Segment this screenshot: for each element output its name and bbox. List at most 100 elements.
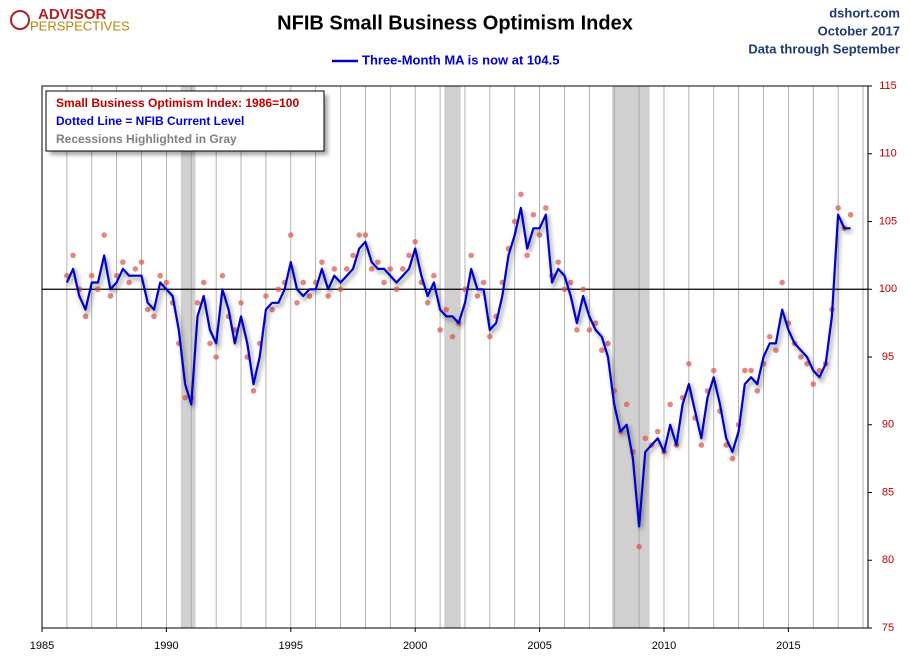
data-point [686,360,692,367]
data-point [319,259,325,265]
plot-frame [41,85,869,629]
data-point [343,266,350,272]
recession-band [612,86,650,628]
data-point [810,381,817,387]
data-point [437,327,443,333]
data-point [362,232,369,238]
data-point [543,205,549,211]
data-point [773,347,779,354]
data-point [742,367,748,374]
x-tick-label: 2000 [403,640,427,652]
data-point [200,279,207,286]
data-point [667,401,674,408]
data-point [219,272,226,279]
x-tick-label: 1990 [154,640,178,652]
recession-band [180,86,196,628]
series-line [65,206,851,528]
data-point [287,232,294,238]
data-point [835,205,841,211]
data-point [468,252,474,259]
source: October 2017 [818,23,900,38]
data-point [194,300,201,306]
y-tick-label: 75 [882,622,894,634]
y-tick-label: 80 [882,554,894,566]
data-point [294,300,300,306]
data-point [530,211,537,218]
data-point [182,394,188,401]
data-point [375,259,381,265]
annotation-box: Small Business Optimism Index: 1986=100 … [45,90,328,155]
chart-title: NFIB Small Business Optimism Index [277,12,633,34]
data-point [163,279,170,286]
annotation: Small Business Optimism Index: 1986=100 [56,96,299,110]
data-point [766,333,773,340]
data-point [536,232,543,238]
data-point [381,279,387,286]
data-point [511,218,518,225]
data-point [561,286,568,293]
data-point [754,388,761,394]
data-point [399,266,406,272]
data-point [480,279,487,286]
source: dshort.com [829,5,900,20]
data-point [524,252,530,259]
data-point [387,266,394,272]
data-point [126,279,132,286]
data-point [132,266,139,272]
data-point [518,191,524,198]
data-point [798,354,804,360]
data-point [238,300,244,306]
data-point [698,442,705,448]
data-point [250,388,257,394]
annotation: Dotted Line = NFIB Current Level [56,114,244,128]
data-point [151,313,157,320]
y-tick-label: 110 [879,148,897,160]
data-point [586,327,593,333]
data-point [748,367,754,374]
data-point [88,272,95,279]
data-point [623,401,630,408]
x-tick-label: 1985 [30,640,54,652]
data-point [331,266,338,272]
data-point [642,435,649,442]
logo: PERSPECTIVES [30,18,130,33]
data-point [356,232,363,238]
legend-label: Three-Month MA is now at 104.5 [362,52,559,67]
data-point [412,239,418,245]
plot-area: 1985 1990 1995 2000 2005 2010 2015 75 80 85 90 95 10… [30,80,897,652]
source: Data through September [748,41,900,56]
data-point [157,272,163,279]
data-point [300,279,307,286]
y-tick-label: 95 [882,351,894,363]
data-point [779,279,785,286]
line-shadow [67,210,853,530]
annotation: Recessions Highlighted in Gray [56,132,237,146]
data-point [207,340,213,347]
logo: ADVISOR [38,6,107,23]
data-point [337,286,344,293]
data-point [636,543,642,550]
data-point [350,252,356,259]
box [45,90,325,152]
data-point [144,306,151,313]
data-point [95,286,101,293]
y-tick-label: 100 [879,283,897,295]
data-point [580,286,586,293]
data-point [710,367,717,374]
data-point [449,333,456,340]
y-tick-label: 115 [879,80,897,92]
x-tick-label: 1995 [279,640,303,652]
data-point [555,259,562,265]
x-tick-label: 2010 [652,640,676,652]
data-point [101,232,107,238]
data-point [654,428,661,435]
data-point [598,347,605,354]
data-point [406,252,412,259]
data-point [574,327,580,333]
data-point [443,306,450,313]
data-point [729,455,736,462]
data-point [368,266,375,272]
data-point [70,252,76,259]
y-tick-label: 105 [879,215,897,227]
